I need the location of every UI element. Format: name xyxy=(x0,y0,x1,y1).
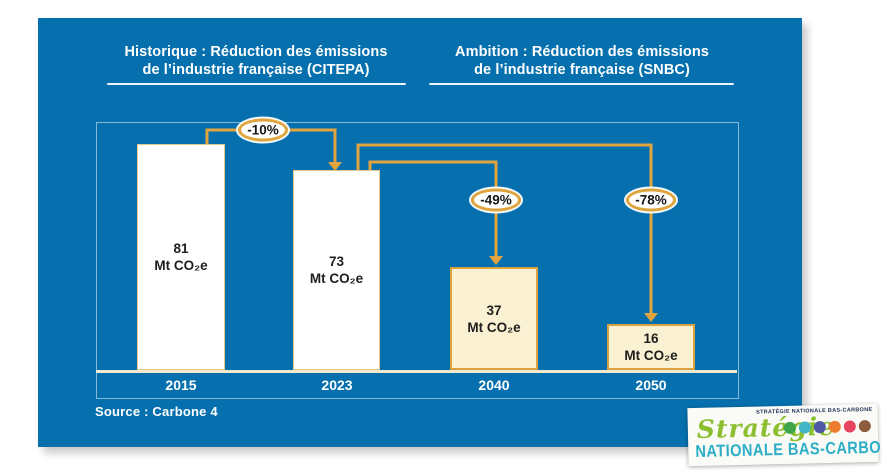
bar-2015: 81 Mt CO₂e xyxy=(137,144,225,370)
snbc-sector-dot-icon xyxy=(798,421,811,434)
bar-2015-value: 81 xyxy=(173,241,189,256)
reduction-badge-49: -49% xyxy=(471,188,521,212)
x-tick-2040: 2040 xyxy=(478,377,510,393)
reduction-badge-78: -78% xyxy=(626,188,676,212)
bar-2040: 37 Mt CO₂e xyxy=(450,267,538,370)
snbc-sector-dot-icon xyxy=(858,420,871,433)
header-historique: Historique : Réduction des émissions de … xyxy=(106,43,406,79)
snbc-logo: STRATÉGIE NATIONALE BAS-CARBONE Stratégi… xyxy=(687,403,882,467)
snbc-sector-dot-icon xyxy=(813,421,826,434)
bar-2015-unit: Mt CO₂e xyxy=(154,258,208,273)
header-historique-line1: Historique : Réduction des émissions xyxy=(124,44,388,60)
header-historique-underline xyxy=(107,83,406,85)
bar-2023-value: 73 xyxy=(328,254,345,269)
bar-2050: 16 Mt CO₂e xyxy=(607,324,695,370)
source-caption: Source : Carbone 4 xyxy=(95,404,218,419)
header-historique-line2: de l’industrie française (CITEPA) xyxy=(142,62,370,78)
snbc-sector-icons xyxy=(783,420,871,434)
x-tick-2015: 2015 xyxy=(165,377,197,393)
slide-canvas: Historique : Réduction des émissions de … xyxy=(38,18,802,447)
snbc-sector-dot-icon xyxy=(828,420,841,433)
snbc-sector-dot-icon xyxy=(783,421,796,434)
bar-2023-unit: Mt CO₂e xyxy=(309,271,364,286)
bar-2050-value: 16 xyxy=(643,331,659,346)
header-ambition-underline xyxy=(429,83,734,85)
bar-2040-unit: Mt CO₂e xyxy=(467,319,521,335)
bar-2040-value: 37 xyxy=(486,302,502,318)
x-tick-2050: 2050 xyxy=(635,377,667,393)
x-tick-2023: 2023 xyxy=(321,377,353,393)
snbc-sector-dot-icon xyxy=(843,420,856,433)
header-ambition: Ambition : Réduction des émissions de l’… xyxy=(429,43,735,79)
header-ambition-line1: Ambition : Réduction des émissions xyxy=(455,44,709,60)
bar-2050-unit: Mt CO₂e xyxy=(624,348,678,363)
chart-panel-border xyxy=(96,122,739,399)
x-axis-line xyxy=(96,370,737,373)
snbc-logo-main-text: NATIONALE BAS-CARBONE xyxy=(695,437,882,461)
reduction-badge-10: -10% xyxy=(238,118,288,142)
bar-2023: 73 Mt CO₂e xyxy=(293,170,380,370)
header-ambition-line2: de l’industrie française (SNBC) xyxy=(474,62,690,78)
